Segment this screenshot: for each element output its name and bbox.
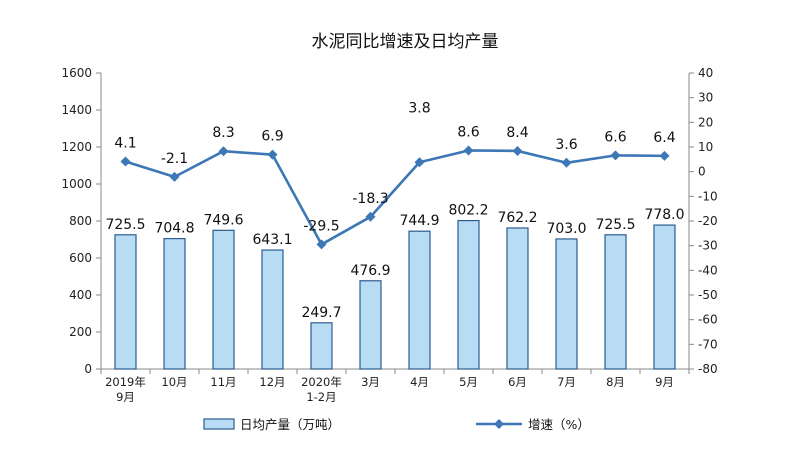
bar-value-label: 643.1 bbox=[252, 232, 292, 248]
line-value-label: -29.5 bbox=[303, 218, 339, 234]
y-right-tick-label: -70 bbox=[698, 337, 718, 351]
bar bbox=[163, 238, 186, 370]
y-right-tick-label: -80 bbox=[698, 362, 718, 376]
line-series bbox=[120, 145, 670, 250]
y-right-tick-label: 0 bbox=[698, 165, 706, 179]
bar bbox=[408, 230, 431, 370]
line-value-label: 6.4 bbox=[653, 130, 675, 146]
line-point bbox=[218, 146, 229, 157]
x-tick-label: 1-2月 bbox=[306, 390, 336, 404]
x-tick-label: 10月 bbox=[161, 375, 187, 389]
line-point bbox=[512, 145, 523, 156]
bar bbox=[114, 234, 137, 370]
bar-value-label: 704.8 bbox=[154, 221, 194, 237]
x-tick-label: 5月 bbox=[459, 375, 478, 389]
y-left-tick-label: 800 bbox=[69, 214, 92, 228]
y-left-tick-label: 1600 bbox=[61, 66, 92, 80]
legend-line-marker bbox=[494, 419, 504, 429]
y-left-tick-label: 1400 bbox=[61, 103, 92, 117]
bar-value-label: 778.0 bbox=[644, 207, 684, 223]
y-right-tick-label: -10 bbox=[698, 189, 718, 203]
line-point bbox=[610, 150, 621, 161]
line-data-labels: 4.1 -2.1 8.3 6.9 -29.5 -18.3 3.8 8.6 8.4 3.6 6.6 6.… bbox=[114, 100, 675, 234]
line-value-label: 8.4 bbox=[506, 125, 528, 141]
y-right-tick-label: 20 bbox=[698, 115, 713, 129]
bar bbox=[212, 229, 235, 370]
line-value-label: -2.1 bbox=[161, 151, 188, 167]
chart-title: 水泥同比增速及日均产量 bbox=[312, 32, 499, 52]
y-right-tick-label: -50 bbox=[698, 288, 718, 302]
x-tick-label: 11月 bbox=[210, 375, 236, 389]
y-right-tick-label: -40 bbox=[698, 263, 718, 277]
bar-value-label: 744.9 bbox=[399, 213, 439, 229]
growth-line bbox=[125, 149, 665, 246]
line-point bbox=[365, 211, 376, 222]
bar bbox=[506, 227, 529, 370]
bar-value-label: 725.5 bbox=[105, 217, 145, 233]
x-tick-label: 3月 bbox=[361, 375, 380, 389]
bar-data-labels: 725.5 704.8 749.6 643.1 249.7 476.9 744.9 802.2… bbox=[105, 203, 684, 321]
bar-value-label: 762.2 bbox=[497, 210, 537, 226]
line-value-label: -18.3 bbox=[352, 191, 388, 207]
x-tick-label: 12月 bbox=[259, 375, 285, 389]
bar-value-label: 476.9 bbox=[350, 263, 390, 279]
y-right-tick-label: 10 bbox=[698, 140, 713, 154]
x-tick-label: 9月 bbox=[116, 390, 135, 404]
x-tick-label: 2020年 bbox=[301, 375, 342, 389]
line-point bbox=[316, 239, 327, 250]
line-point bbox=[463, 145, 474, 156]
bar-value-label: 725.5 bbox=[595, 217, 635, 233]
y-left-tick-label: 0 bbox=[84, 362, 92, 376]
y-right-tick-label: 40 bbox=[698, 66, 713, 80]
bar bbox=[604, 234, 627, 370]
y-right-tick-label: 30 bbox=[698, 91, 713, 105]
x-tick-label: 8月 bbox=[606, 375, 625, 389]
line-point bbox=[414, 157, 425, 168]
line-value-label: 6.9 bbox=[261, 129, 283, 145]
y-left-tick-label: 1200 bbox=[61, 140, 92, 154]
bar bbox=[310, 322, 333, 370]
bar bbox=[653, 224, 676, 370]
line-point bbox=[120, 156, 131, 167]
line-value-label: 3.8 bbox=[408, 100, 430, 116]
bar bbox=[261, 249, 284, 370]
legend-bar-swatch bbox=[203, 418, 235, 430]
y-left-tick-label: 1000 bbox=[61, 177, 92, 191]
line-point bbox=[561, 157, 572, 168]
y-right-tick-label: -20 bbox=[698, 214, 718, 228]
x-tick-label: 2019年 bbox=[105, 375, 146, 389]
x-tick-label: 9月 bbox=[655, 375, 674, 389]
y-right-tick-label: -60 bbox=[698, 313, 718, 327]
legend-bar-label: 日均产量（万吨） bbox=[240, 417, 340, 432]
bar-value-label: 249.7 bbox=[301, 305, 341, 321]
x-tick-label: 4月 bbox=[410, 375, 429, 389]
bar bbox=[457, 219, 480, 370]
line-value-label: 4.1 bbox=[114, 136, 136, 152]
axes: 02004006008001000120014001600-80-70-60-5… bbox=[61, 66, 717, 376]
bar bbox=[555, 238, 578, 370]
bar-series bbox=[114, 219, 676, 370]
y-left-tick-label: 600 bbox=[69, 251, 92, 265]
line-value-label: 8.3 bbox=[212, 125, 234, 141]
y-left-tick-label: 200 bbox=[69, 325, 92, 339]
line-point bbox=[659, 150, 670, 161]
line-value-label: 8.6 bbox=[457, 124, 479, 140]
line-point bbox=[267, 149, 278, 160]
legend: 日均产量（万吨） 增速（%） bbox=[203, 417, 590, 432]
x-tick-label: 7月 bbox=[557, 375, 576, 389]
legend-line-label: 增速（%） bbox=[528, 417, 590, 432]
line-value-label: 3.6 bbox=[555, 137, 577, 153]
bar-value-label: 703.0 bbox=[546, 221, 586, 237]
line-point bbox=[169, 171, 180, 182]
line-value-label: 6.6 bbox=[604, 129, 626, 145]
bar bbox=[359, 280, 382, 370]
y-right-tick-label: -30 bbox=[698, 239, 718, 253]
bar-value-label: 749.6 bbox=[203, 212, 243, 228]
y-left-tick-label: 400 bbox=[69, 288, 92, 302]
bar-value-label: 802.2 bbox=[448, 203, 488, 219]
x-tick-label: 6月 bbox=[508, 375, 527, 389]
